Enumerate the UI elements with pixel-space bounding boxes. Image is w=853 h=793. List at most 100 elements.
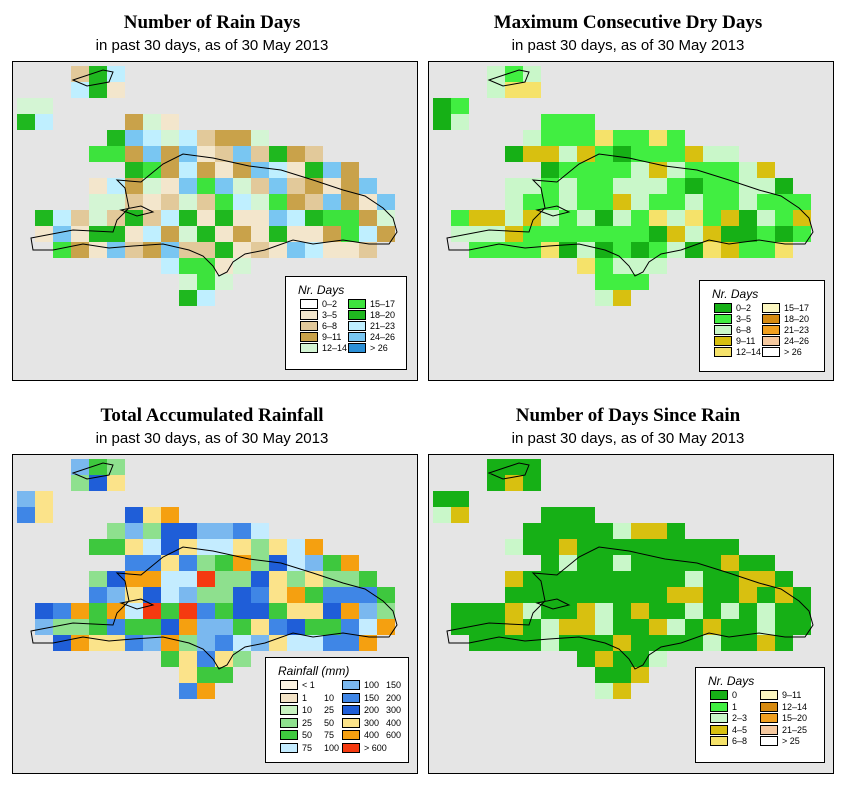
legend-swatch bbox=[280, 742, 298, 753]
grid-cell bbox=[757, 194, 775, 210]
grid-cell bbox=[721, 146, 739, 162]
grid-cell bbox=[703, 603, 721, 619]
grid-cell bbox=[341, 162, 359, 178]
grid-cell bbox=[215, 635, 233, 651]
grid-cell bbox=[287, 635, 305, 651]
grid-cell bbox=[523, 194, 541, 210]
grid-cell bbox=[613, 539, 631, 555]
grid-cell bbox=[775, 210, 793, 226]
grid-cell bbox=[631, 146, 649, 162]
grid-cell bbox=[649, 146, 667, 162]
map-grid-dry-days bbox=[433, 66, 814, 306]
grid-cell bbox=[125, 523, 143, 539]
grid-cell bbox=[739, 619, 757, 635]
panel-title-rain-days: Number of Rain Days bbox=[123, 12, 301, 33]
grid-cell bbox=[595, 587, 613, 603]
grid-cell bbox=[143, 555, 161, 571]
grid-cell bbox=[739, 587, 757, 603]
grid-cell bbox=[161, 523, 179, 539]
grid-cell bbox=[559, 194, 577, 210]
grid-cell bbox=[703, 178, 721, 194]
grid-cell bbox=[89, 619, 107, 635]
grid-cell bbox=[559, 242, 577, 258]
legend-dry-days: Nr. Days 0–2 3–5 6–8 9–11 12–14 15–17 18–20 21–… bbox=[699, 280, 825, 372]
grid-cell bbox=[143, 635, 161, 651]
grid-cell bbox=[595, 619, 613, 635]
grid-cell bbox=[197, 226, 215, 242]
grid-cell bbox=[451, 603, 469, 619]
grid-cell bbox=[89, 635, 107, 651]
grid-cell bbox=[667, 619, 685, 635]
grid-cell bbox=[323, 226, 341, 242]
grid-cell bbox=[505, 619, 523, 635]
grid-cell bbox=[595, 539, 613, 555]
grid-cell bbox=[523, 178, 541, 194]
grid-cell bbox=[233, 555, 251, 571]
grid-cell bbox=[757, 571, 775, 587]
grid-cell bbox=[685, 539, 703, 555]
legend-swatch bbox=[760, 690, 778, 700]
grid-cell bbox=[649, 539, 667, 555]
grid-cell bbox=[143, 210, 161, 226]
grid-cell bbox=[89, 571, 107, 587]
grid-cell bbox=[35, 226, 53, 242]
legend-label: > 600 bbox=[364, 742, 387, 753]
legend-label: 21–23 bbox=[784, 325, 810, 335]
grid-cell bbox=[595, 162, 613, 178]
grid-cell bbox=[359, 226, 377, 242]
grid-cell bbox=[179, 667, 197, 683]
grid-cell bbox=[341, 555, 359, 571]
legend-swatch bbox=[280, 705, 298, 715]
grid-cell bbox=[631, 242, 649, 258]
grid-cell bbox=[631, 274, 649, 290]
grid-cell bbox=[703, 226, 721, 242]
grid-cell bbox=[631, 178, 649, 194]
legend-swatch bbox=[760, 713, 778, 723]
grid-cell bbox=[595, 226, 613, 242]
grid-cell bbox=[179, 130, 197, 146]
grid-cell bbox=[505, 146, 523, 162]
grid-cell bbox=[287, 194, 305, 210]
grid-cell bbox=[667, 210, 685, 226]
grid-cell bbox=[161, 258, 179, 274]
legend-swatch bbox=[342, 742, 360, 753]
grid-cell bbox=[667, 146, 685, 162]
grid-cell bbox=[179, 290, 197, 306]
grid-cell bbox=[595, 210, 613, 226]
grid-cell bbox=[215, 274, 233, 290]
grid-cell bbox=[451, 226, 469, 242]
grid-cell bbox=[613, 603, 631, 619]
legend-label: > 26 bbox=[370, 343, 388, 353]
grid-cell bbox=[323, 635, 341, 651]
grid-cell bbox=[35, 210, 53, 226]
legend-label: 15–17 bbox=[370, 299, 396, 309]
grid-cell bbox=[775, 242, 793, 258]
grid-cell bbox=[685, 194, 703, 210]
legend-swatch bbox=[300, 310, 318, 320]
grid-cell bbox=[359, 178, 377, 194]
grid-cell bbox=[577, 210, 595, 226]
grid-cell bbox=[233, 146, 251, 162]
grid-cell bbox=[53, 619, 71, 635]
grid-cell bbox=[739, 635, 757, 651]
grid-cell bbox=[775, 226, 793, 242]
legend-swatch bbox=[760, 736, 778, 746]
grid-cell bbox=[197, 258, 215, 274]
grid-cell bbox=[233, 619, 251, 635]
map-grid-rain-days bbox=[17, 66, 398, 306]
grid-cell bbox=[649, 651, 667, 667]
grid-cell bbox=[577, 146, 595, 162]
grid-cell bbox=[125, 507, 143, 523]
grid-cell bbox=[71, 82, 89, 98]
grid-cell bbox=[287, 146, 305, 162]
grid-cell bbox=[685, 226, 703, 242]
legend-swatch bbox=[762, 336, 780, 346]
grid-cell bbox=[305, 635, 323, 651]
grid-cell bbox=[377, 587, 395, 603]
legend-label: > 25 bbox=[782, 736, 800, 746]
grid-cell bbox=[233, 162, 251, 178]
grid-cell bbox=[757, 226, 775, 242]
grid-cell bbox=[559, 130, 577, 146]
legend-swatch bbox=[300, 332, 318, 342]
grid-cell bbox=[613, 290, 631, 306]
